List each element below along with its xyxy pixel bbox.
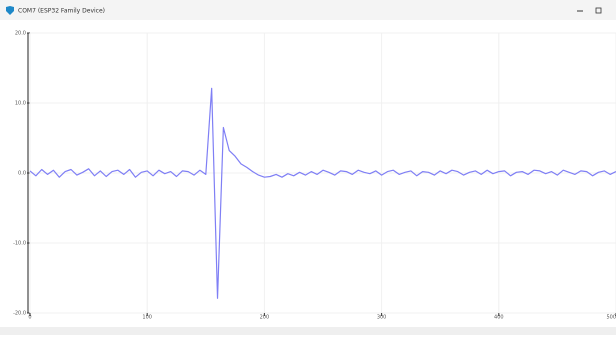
window-title: COM7 (ESP32 Family Device) [18, 8, 105, 15]
data-line [29, 87, 616, 299]
x-tick-label: 200 [260, 315, 270, 321]
y-tick-label: -20.0 [13, 311, 26, 317]
x-tick-label: 100 [142, 315, 152, 321]
maximize-button[interactable] [595, 7, 602, 14]
y-tick-label: 0.0 [18, 171, 26, 177]
title-bar [0, 0, 616, 20]
x-tick-label: 500 [606, 315, 616, 321]
y-tick-label: 10.0 [15, 101, 26, 107]
x-tick-label: 400 [494, 315, 504, 321]
y-tick-label: -10.0 [13, 241, 26, 247]
status-bar [0, 327, 616, 335]
y-tick-label: 20.0 [15, 31, 26, 37]
x-tick-label: 0 [28, 315, 31, 321]
plot-area: -20.0 -10.0 0.0 10.0 20.0 0 100 200 300 400 500 [13, 31, 616, 321]
app-icon [6, 6, 14, 15]
x-tick-label: 300 [377, 315, 387, 321]
